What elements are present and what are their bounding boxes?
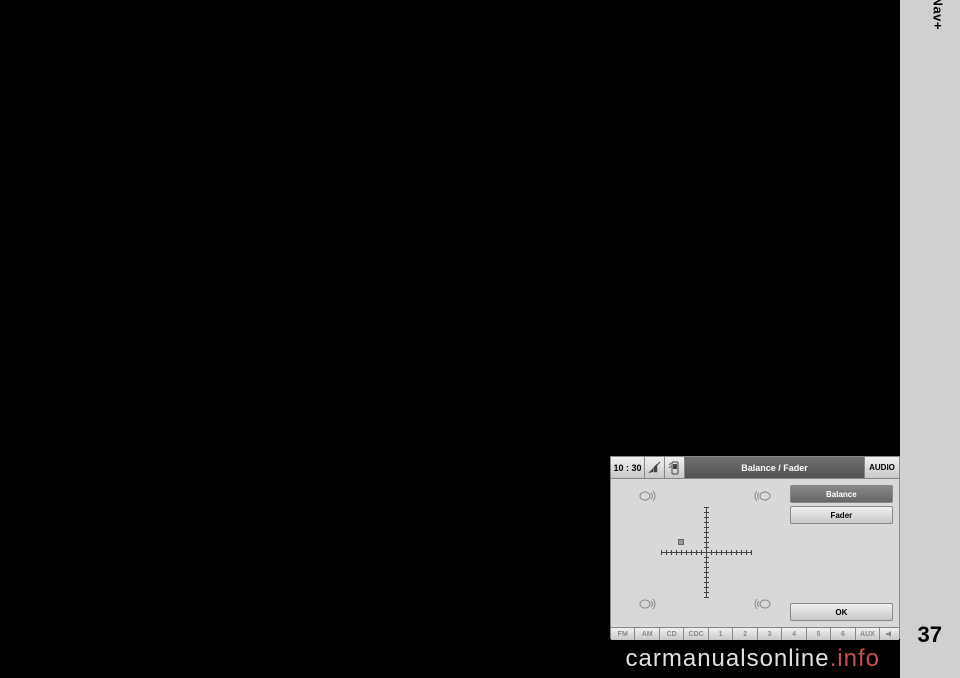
topbar: 10 : 30 Balance / Fader AUDIO (611, 457, 899, 479)
source-button-4[interactable]: 4 (782, 628, 806, 640)
speaker-rear-right-icon (753, 597, 771, 609)
source-button-6[interactable]: 6 (831, 628, 855, 640)
mode-label: AUDIO (865, 457, 899, 478)
screen-title: Balance / Fader (685, 457, 865, 478)
watermark-suffix: .info (830, 645, 880, 672)
main-area: Balance Fader OK (611, 479, 899, 627)
source-button-aux[interactable]: AUX (856, 628, 880, 640)
signal-icon (645, 457, 665, 478)
sidebar-label: CONNECT Nav+ (930, 0, 945, 30)
source-button-cdc[interactable]: CDC (684, 628, 708, 640)
crosshair (661, 507, 751, 597)
source-button-fm[interactable]: FM (611, 628, 635, 640)
fader-button[interactable]: Fader (790, 506, 893, 524)
speaker-front-left-icon (639, 489, 657, 501)
speaker-rear-left-icon (639, 597, 657, 609)
balance-cursor[interactable] (678, 539, 684, 545)
mute-button[interactable] (880, 628, 899, 640)
watermark-main: carmanualsonline (626, 645, 830, 672)
page-number: 37 (918, 622, 942, 648)
watermark: carmanualsonline.info (626, 645, 880, 673)
bottombar: FMAMCDCDC123456AUX (611, 627, 899, 640)
balance-button[interactable]: Balance (790, 485, 893, 503)
source-button-5[interactable]: 5 (807, 628, 831, 640)
source-button-3[interactable]: 3 (758, 628, 782, 640)
infotainment-screen: 10 : 30 Balance / Fader AUDIO (610, 456, 900, 639)
ok-button[interactable]: OK (790, 603, 893, 621)
clock: 10 : 30 (611, 457, 645, 478)
speaker-front-right-icon (753, 489, 771, 501)
source-button-1[interactable]: 1 (709, 628, 733, 640)
balance-fader-grid[interactable] (611, 479, 790, 627)
source-button-cd[interactable]: CD (660, 628, 684, 640)
source-button-am[interactable]: AM (635, 628, 659, 640)
page-sidebar: CONNECT Nav+ 37 (900, 0, 960, 678)
options-panel: Balance Fader OK (790, 479, 899, 627)
phone-icon (665, 457, 685, 478)
source-button-2[interactable]: 2 (733, 628, 757, 640)
